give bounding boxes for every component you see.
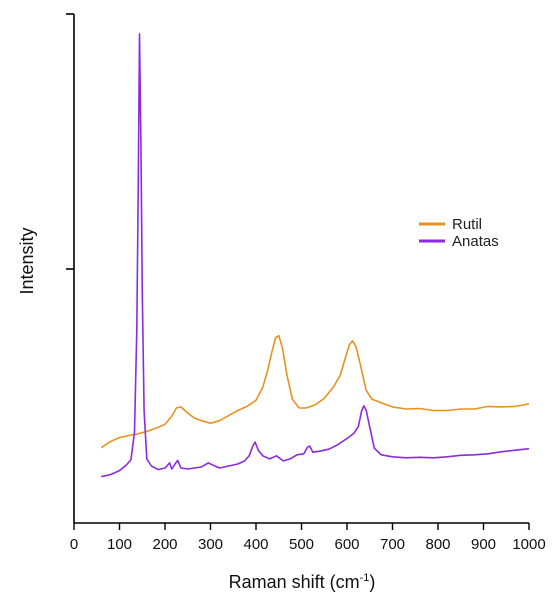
- x-tick-label-600: 600: [334, 536, 359, 553]
- series-line-rutil: [100, 334, 530, 449]
- legend-label-rutil: Rutil: [452, 216, 482, 233]
- x-tick-label-700: 700: [380, 536, 405, 553]
- x-axis-title-close: ): [369, 572, 375, 592]
- series-layer: [100, 33, 530, 478]
- legend-label-anatas: Anatas: [452, 233, 499, 250]
- legend: Rutil Anatas: [419, 216, 499, 250]
- x-tick-label-100: 100: [107, 536, 132, 553]
- series-line-anatas: [101, 33, 530, 478]
- plot-area: 0 100 200 300 400 500 600 700 800 900 1000: [66, 13, 546, 553]
- x-ticks: 0 100 200 300 400 500 600 700 800 900 1000: [70, 523, 546, 553]
- x-tick-label-300: 300: [198, 536, 223, 553]
- x-axis-title-main: Raman shift (cm: [229, 572, 360, 592]
- y-axis-title: Intensity: [17, 227, 37, 294]
- x-tick-label-900: 900: [471, 536, 496, 553]
- x-tick-label-200: 200: [152, 536, 177, 553]
- x-tick-label-500: 500: [289, 536, 314, 553]
- x-tick-label-400: 400: [243, 536, 268, 553]
- x-tick-label-0: 0: [70, 536, 78, 553]
- x-tick-label-1000: 1000: [512, 536, 545, 553]
- x-axis-title-sup: -1: [360, 572, 370, 584]
- x-tick-label-800: 800: [425, 536, 450, 553]
- x-axis-title: Raman shift (cm-1): [229, 572, 376, 592]
